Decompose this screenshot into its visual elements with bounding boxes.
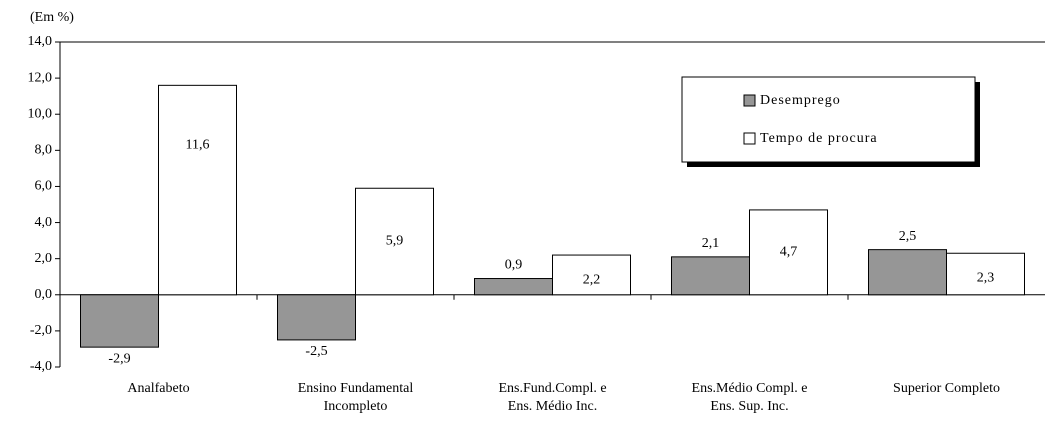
bar [474,278,553,296]
y-tick-label: 4,0 [35,215,53,230]
bar [749,209,828,296]
x-tick-label: Ens. Sup. Inc. [710,399,788,414]
y-tick-label: 10,0 [28,106,53,121]
bar [946,252,1025,296]
y-tick-label: 0,0 [35,287,53,302]
legend-box [681,76,976,163]
x-tick-label: Superior Completo [893,381,1000,396]
y-unit-label: (Em %) [30,10,74,25]
y-tick-label: 12,0 [28,70,53,85]
value-label: 11,6 [186,138,210,153]
x-tick-label: Ens. Médio Inc. [508,399,597,414]
y-tick-label: 6,0 [35,179,53,194]
x-tick-label: Ens.Médio Compl. e [692,381,808,396]
value-label: -2,5 [305,344,327,359]
x-tick-label: Ensino Fundamental [298,381,414,396]
value-label: 2,5 [899,229,917,244]
y-tick-label: 8,0 [35,143,53,158]
y-tick-label: 2,0 [35,251,53,266]
value-label: 2,3 [977,270,995,285]
legend-swatch [743,94,756,107]
bar [80,294,159,348]
bar [552,254,631,296]
y-tick-label: -4,0 [30,359,52,374]
x-tick-label: Incompleto [324,399,388,414]
bar [868,249,947,296]
value-label: 2,2 [583,272,601,287]
value-label: 2,1 [702,236,720,251]
value-label: 4,7 [780,245,798,260]
y-tick-label: 14,0 [28,34,53,49]
y-tick-label: -2,0 [30,323,52,338]
value-label: -2,9 [108,351,130,366]
legend-label: Desemprego [760,93,841,108]
bar [671,256,750,296]
x-tick-label: Ens.Fund.Compl. e [498,381,606,396]
value-label: 5,9 [386,234,404,249]
x-tick-label: Analfabeto [127,381,189,396]
bar [277,294,356,341]
legend-swatch [743,132,756,145]
value-label: 0,9 [505,258,523,273]
bar [158,84,237,296]
bar [355,187,434,296]
legend-label: Tempo de procura [760,131,878,146]
